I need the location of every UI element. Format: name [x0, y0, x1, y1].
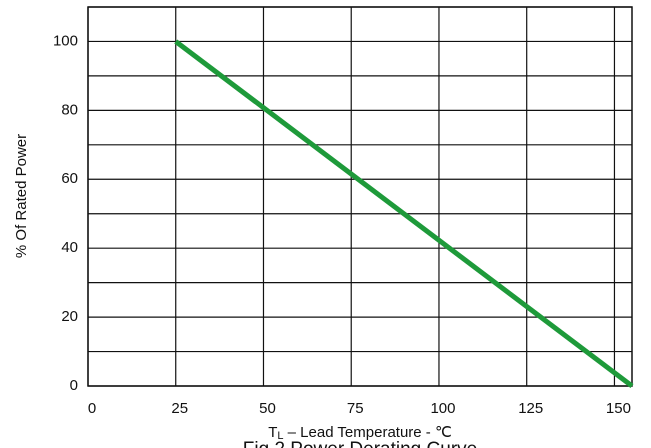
series-line	[174, 39, 634, 388]
x-tick-label: 150	[606, 400, 631, 417]
y-tick-label: 20	[61, 308, 78, 325]
x-label-main: T	[268, 424, 277, 441]
x-tick-label: 125	[518, 400, 543, 417]
x-axis-label: TL – Lead Temperature - ℃	[268, 424, 452, 442]
y-tick-label: 100	[53, 32, 78, 49]
y-tick-label: 60	[61, 170, 78, 187]
x-label-sub: L	[277, 430, 283, 442]
x-tick-label: 100	[430, 400, 455, 417]
plot-frame	[87, 6, 633, 387]
x-label-rest: – Lead Temperature - ℃	[283, 424, 451, 441]
y-axis-label: % Of Rated Power	[13, 134, 30, 258]
y-tick-label: 40	[61, 239, 78, 256]
x-tick-label: 50	[259, 400, 276, 417]
y-tick-label: 0	[70, 377, 78, 394]
x-tick-label: 75	[347, 400, 364, 417]
x-tick-label: 0	[88, 400, 96, 417]
y-tick-label: 80	[61, 101, 78, 118]
chart-title: Fig.2 Power Derating Curve	[243, 439, 477, 448]
x-tick-label: 25	[171, 400, 188, 417]
